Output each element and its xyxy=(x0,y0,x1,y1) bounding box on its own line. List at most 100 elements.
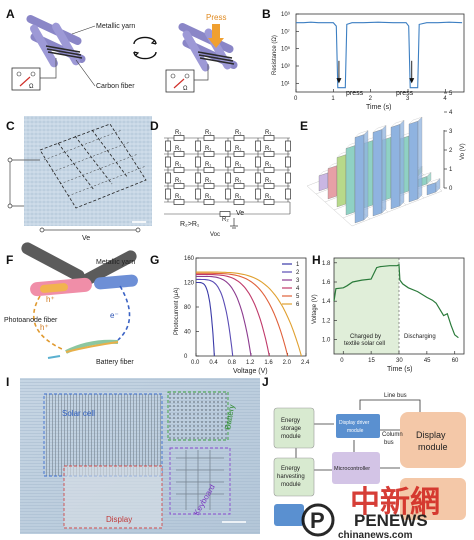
d-resistor-v xyxy=(285,156,291,168)
j-dm-2: module xyxy=(418,442,448,452)
d-resistor-h xyxy=(233,199,245,205)
e-ztick-label: 1 xyxy=(449,167,453,173)
d-resistor-v xyxy=(165,188,171,200)
d-resistor-v xyxy=(225,140,231,152)
g-legend-label-1: 1 xyxy=(296,262,300,268)
e-bar xyxy=(345,145,356,216)
yarn-crossing-right xyxy=(178,23,238,72)
chart-h: 0 15 30 45 60 1.0 1.2 1.4 1.6 1.8 Time (s) Voltage … xyxy=(312,257,465,373)
d-resistor-label: R₁ xyxy=(175,162,181,168)
b-ytick-label: 10⁵ xyxy=(281,46,291,53)
panel-c: C Ve xyxy=(6,116,152,242)
panel-b-label: B xyxy=(262,7,271,21)
g-ytick-label: 160 xyxy=(184,256,195,262)
d-resistor-h xyxy=(173,151,185,157)
d-resistor-h xyxy=(263,199,275,205)
g-xtick-label: 1.2 xyxy=(246,360,255,366)
h-ylabel: Voltage (V) xyxy=(312,294,318,324)
d-resistor-label: R₁ xyxy=(265,194,271,200)
panel-g-label: G xyxy=(150,253,159,267)
b-ytick-label: 10³ xyxy=(281,64,290,70)
microcontroller-box xyxy=(332,452,380,484)
j-mcu: Microcontroller xyxy=(334,466,370,472)
energy-harvesting-box xyxy=(273,457,315,497)
d-resistor-h xyxy=(173,199,185,205)
f-photoanode-label: Photoanode fiber xyxy=(4,317,58,324)
d-resistor-label: R₁ xyxy=(235,162,241,168)
d-resistor-v xyxy=(255,188,261,200)
b-xtick-label: 0 xyxy=(294,96,298,102)
g-series-5 xyxy=(196,272,289,357)
d-resistor-h xyxy=(263,151,275,157)
j-eh-3: module xyxy=(281,482,301,488)
press-label: Press xyxy=(206,13,226,22)
h-ytick-label: 1.8 xyxy=(322,261,331,267)
f-battery-label: Battery fiber xyxy=(96,359,134,366)
display-module-box xyxy=(400,412,466,468)
h-charged-2: textile solar cell xyxy=(344,341,385,347)
g-legend-label-2: 2 xyxy=(296,270,300,276)
g-xtick-label: 2.0 xyxy=(283,360,292,366)
j-dm-1: Display xyxy=(416,430,446,440)
system-block-diagram xyxy=(273,399,466,526)
d-resistor-h xyxy=(233,151,245,157)
d-resistor-v xyxy=(255,156,261,168)
j-eh-1: Energy xyxy=(281,466,300,472)
d-resistor-h xyxy=(233,183,245,189)
g-xtick-label: 0.0 xyxy=(191,360,200,366)
d-resistor-label: R₁ xyxy=(175,178,181,184)
h-ytick-label: 1.0 xyxy=(322,338,331,344)
d-resistor-h xyxy=(263,167,275,173)
panel-e-label: E xyxy=(300,119,308,133)
g-xtick-label: 2.4 xyxy=(301,360,310,366)
b-xlabel: Time (s) xyxy=(366,104,391,111)
d-resistor-v xyxy=(195,140,201,152)
d-resistor-r2 xyxy=(219,211,231,217)
panel-i-label: I xyxy=(6,375,9,389)
d-req-label: R₂>R₁ xyxy=(180,221,200,228)
g-legend-label-5: 5 xyxy=(296,294,300,300)
e-bar xyxy=(372,129,383,217)
g-xlabel: Voltage (V) xyxy=(233,368,268,375)
b-xtick-label: 3 xyxy=(406,96,410,102)
d-resistor-label: R₁ xyxy=(235,130,241,136)
b-xtick-label: 2 xyxy=(369,96,373,102)
d-resistor-label: R₁ xyxy=(175,130,181,136)
yarn-crossing-left xyxy=(26,15,86,68)
d-r2-label: R₂ xyxy=(222,217,229,223)
carbon-fiber-label: Carbon fiber xyxy=(96,83,135,90)
i-display-label: Display xyxy=(106,515,132,524)
h-voltage-line xyxy=(333,263,459,339)
d-resistor-label: R₁ xyxy=(205,130,211,136)
g-ytick-label: 40 xyxy=(184,330,191,336)
metallic-yarn-label: Metallic yarn xyxy=(96,23,135,30)
d-resistor-h xyxy=(203,151,215,157)
e-bar-side xyxy=(399,119,405,207)
g-legend-label-4: 4 xyxy=(296,286,300,292)
ohm-unit-right: Ω xyxy=(183,86,188,92)
d-resistor-label: R₁ xyxy=(175,146,181,152)
d-resistor-h xyxy=(173,167,185,173)
keyboard-box xyxy=(400,478,466,520)
d-resistor-v xyxy=(225,188,231,200)
d-resistor-h xyxy=(173,183,185,189)
j-dd-1: Display driver xyxy=(339,420,370,426)
f-h-plus-1: h⁺ xyxy=(46,295,55,304)
b-press-arrowhead-1 xyxy=(336,78,342,84)
e-ztick-label: 0 xyxy=(449,186,453,192)
d-resistor-label: R₁ xyxy=(175,194,181,200)
e-ztick-label: 2 xyxy=(449,148,453,154)
g-series-6 xyxy=(196,271,302,357)
watermark-chinese: 中新網 xyxy=(350,485,440,520)
e-bar-top xyxy=(390,120,405,128)
h-xtick-label: 0 xyxy=(340,358,344,364)
b-plot-frame xyxy=(295,13,465,93)
panel-f: F Metallic yarn h⁺ e⁻ h⁺ Photoanode fibe… xyxy=(4,242,138,366)
h-xtick-label: 30 xyxy=(396,358,403,364)
d-resistor-v xyxy=(225,172,231,184)
d-resistor-v xyxy=(195,156,201,168)
b-ytick-label: 10⁹ xyxy=(281,11,291,18)
f-h-plus-2: h⁺ xyxy=(40,323,49,332)
watermark-site: chinanews.com xyxy=(338,530,413,540)
